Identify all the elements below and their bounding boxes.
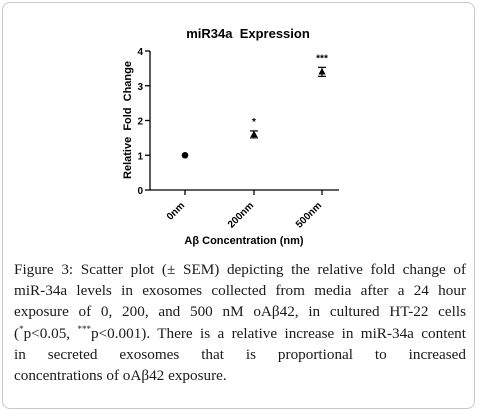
x-tick-label: 500nm [294, 200, 324, 230]
data-point [181, 151, 189, 159]
caption-line-4: (*p<0.05, ***p<0.001). There is a relati… [14, 323, 466, 342]
x-tick-label: 200nm [226, 200, 256, 230]
figure-label: Figure 3: [14, 261, 74, 278]
chart-title: miR34a Expression [186, 26, 310, 41]
significance-label: *** [316, 53, 328, 64]
y-tick-label: 1 [137, 151, 143, 162]
x-tick-label: 0nm [165, 200, 187, 222]
x-axis-label: Aβ Concentration (nm) [184, 235, 303, 247]
significance-label: * [252, 117, 256, 128]
caption-line-6: concentrations of oAβ42 exposure. [14, 367, 227, 385]
data-point [318, 68, 326, 75]
caption-line-5: in secreted exosomes that is proportiona… [14, 345, 466, 363]
caption-line-1: Figure 3: Scatter plot (± SEM) depicting… [14, 261, 466, 278]
y-tick-label: 4 [137, 47, 143, 58]
figure-caption: Figure 3: Scatter plot (± SEM) depicting… [14, 259, 466, 386]
data-point [250, 130, 258, 137]
figure-panel [2, 2, 475, 409]
y-tick-label: 0 [137, 186, 143, 197]
scatter-chart: miR34a Expression Relative Fold Change A… [122, 26, 339, 247]
y-tick-label: 2 [137, 117, 143, 128]
y-axis-label: Relative Fold Change [122, 61, 134, 179]
y-tick-label: 3 [137, 82, 143, 93]
caption-line-2: miR-34a levels in exosomes collected fro… [14, 282, 466, 300]
caption-line-3: exposure of 0, 200, and 500 nM oAβ42, in… [14, 303, 466, 321]
